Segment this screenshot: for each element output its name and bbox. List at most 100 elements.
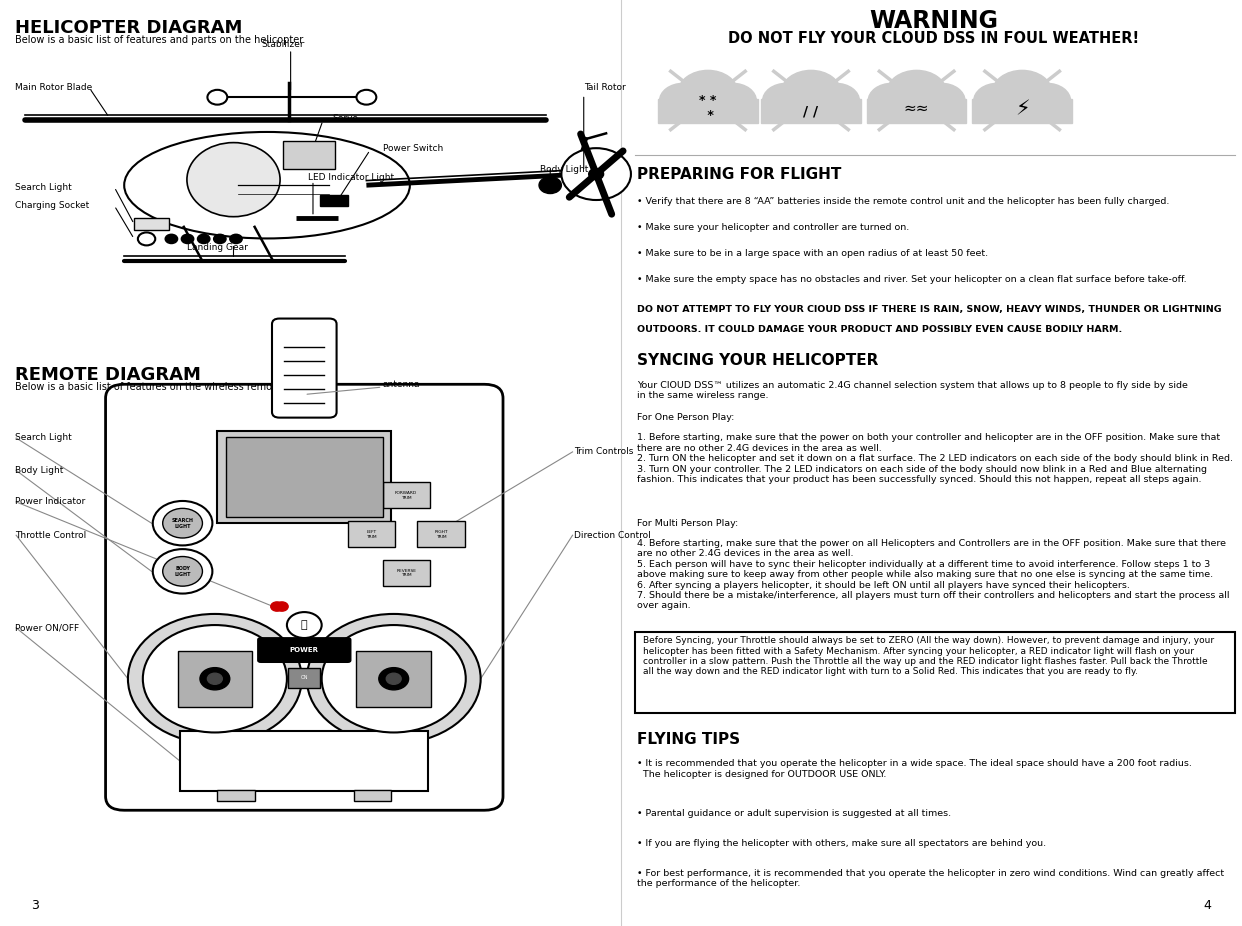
Text: • Parental guidance or adult supervision is suggested at all times.: • Parental guidance or adult supervision… [637,809,951,819]
Bar [867,99,966,123]
Circle shape [163,508,202,538]
FancyBboxPatch shape [272,319,337,418]
Text: Direction Control: Direction Control [574,531,651,540]
Circle shape [386,673,401,684]
Text: Servo: Servo [333,114,359,123]
Circle shape [1023,83,1071,119]
Text: * *
 *: * * * [699,94,717,122]
Ellipse shape [124,131,410,238]
Text: • If you are flying the helicopter with others, make sure all spectators are beh: • If you are flying the helicopter with … [637,839,1046,848]
Text: Your ClOUD DSS™ utilizes an automatic 2.4G channel selection system that allows : Your ClOUD DSS™ utilizes an automatic 2.… [637,381,1189,400]
Text: DO NOT ATTEMPT TO FLY YOUR ClOUD DSS IF THERE IS RAIN, SNOW, HEAVY WINDS, THUNDE: DO NOT ATTEMPT TO FLY YOUR ClOUD DSS IF … [637,305,1222,314]
Text: Body Light: Body Light [540,165,589,174]
Ellipse shape [188,143,281,217]
Text: Tail Rotor: Tail Rotor [584,83,626,93]
Text: POWER: POWER [289,647,319,653]
Circle shape [709,83,756,119]
Text: ⚡: ⚡ [1015,99,1030,119]
Text: Below is a basic list of features and parts on the helicopter.: Below is a basic list of features and pa… [15,35,306,45]
Circle shape [763,83,810,119]
Circle shape [276,602,288,611]
Text: Search Light: Search Light [15,182,72,192]
Text: ON: ON [301,675,308,681]
Circle shape [230,234,242,244]
Text: LEFT
TRIM: LEFT TRIM [366,530,376,539]
Bar [283,141,335,169]
Circle shape [165,234,178,244]
Circle shape [307,614,481,744]
Bar [217,431,391,523]
Text: Power ON/OFF: Power ON/OFF [15,623,79,632]
Text: OUTDOORS. IT COULD DAMAGE YOUR PRODUCT AND POSSIBLY EVEN CAUSE BODILY HARM.: OUTDOORS. IT COULD DAMAGE YOUR PRODUCT A… [637,325,1123,334]
Circle shape [271,602,283,611]
Text: Body Light: Body Light [15,466,63,475]
Text: • Verify that there are 8 “AA” batteries inside the remote control unit and the : • Verify that there are 8 “AA” batteries… [637,197,1170,206]
Bar [180,731,428,791]
Text: Power Switch: Power Switch [383,144,443,153]
Bar [635,632,1235,713]
Circle shape [868,83,915,119]
Text: / /: / / [804,104,818,119]
Circle shape [200,668,230,690]
Circle shape [992,70,1052,115]
Bar [134,218,169,230]
Bar [658,99,758,123]
Circle shape [128,614,302,744]
Bar [320,195,348,206]
Circle shape [781,70,841,115]
Bar [972,99,1072,123]
Text: • Make sure your helicopter and controller are turned on.: • Make sure your helicopter and controll… [637,223,909,232]
Circle shape [356,90,376,105]
Circle shape [163,557,202,586]
Circle shape [287,612,322,638]
Bar [288,668,320,688]
FancyBboxPatch shape [106,384,503,810]
Text: FORWARD
TRIM: FORWARD TRIM [395,491,417,500]
Text: PREPARING FOR FLIGHT: PREPARING FOR FLIGHT [637,167,842,181]
Circle shape [322,625,466,732]
Circle shape [181,234,194,244]
Text: Below is a basic list of features on the wireless remote control.: Below is a basic list of features on the… [15,382,322,393]
Text: Trim Controls: Trim Controls [574,447,633,457]
Bar [761,99,861,123]
Circle shape [589,169,604,180]
Bar [354,790,391,801]
FancyBboxPatch shape [257,637,351,663]
Text: RIGHT
TRIM: RIGHT TRIM [435,530,447,539]
Text: BODY
LIGHT: BODY LIGHT [174,566,191,577]
Text: For Multi Person Play:: For Multi Person Play: [637,519,739,528]
Text: Throttle Control: Throttle Control [15,531,86,540]
Bar [383,560,430,586]
Bar [383,482,430,508]
Circle shape [197,234,210,244]
Bar [348,521,395,547]
Circle shape [207,90,227,105]
Text: Charging Socket: Charging Socket [15,201,89,210]
Text: 4. Before starting, make sure that the power on all Helicopters and Controllers : 4. Before starting, make sure that the p… [637,539,1230,610]
Circle shape [539,177,561,194]
Text: ⭘: ⭘ [301,620,308,630]
Bar [217,790,255,801]
Circle shape [974,83,1021,119]
Text: For One Person Play:: For One Person Play: [637,413,734,422]
Text: LED Indicator Light: LED Indicator Light [308,173,394,182]
Circle shape [660,83,707,119]
Text: Power Indicator: Power Indicator [15,497,86,507]
Circle shape [887,70,946,115]
Text: REMOTE DIAGRAM: REMOTE DIAGRAM [15,366,201,383]
Circle shape [561,148,631,200]
Text: Landing Gear: Landing Gear [186,243,248,252]
Text: DO NOT FLY YOUR CLOUD DSS IN FOUL WEATHER!: DO NOT FLY YOUR CLOUD DSS IN FOUL WEATHE… [728,31,1140,45]
Circle shape [153,549,212,594]
Text: SEARCH
LIGHT: SEARCH LIGHT [171,518,194,529]
Text: Main Rotor Blade: Main Rotor Blade [15,83,92,93]
Text: antenna: antenna [383,380,420,389]
Text: • For best performance, it is recommended that you operate the helicopter in zer: • For best performance, it is recommende… [637,869,1225,888]
Bar [356,651,431,707]
Text: WARNING: WARNING [869,9,999,33]
Bar [417,521,465,547]
Text: • Make sure to be in a large space with an open radius of at least 50 feet.: • Make sure to be in a large space with … [637,249,989,258]
Text: SYNCING YOUR HELICOPTER: SYNCING YOUR HELICOPTER [637,353,878,368]
Text: REVERSE
TRIM: REVERSE TRIM [396,569,416,578]
Text: FLYING TIPS: FLYING TIPS [637,732,740,746]
